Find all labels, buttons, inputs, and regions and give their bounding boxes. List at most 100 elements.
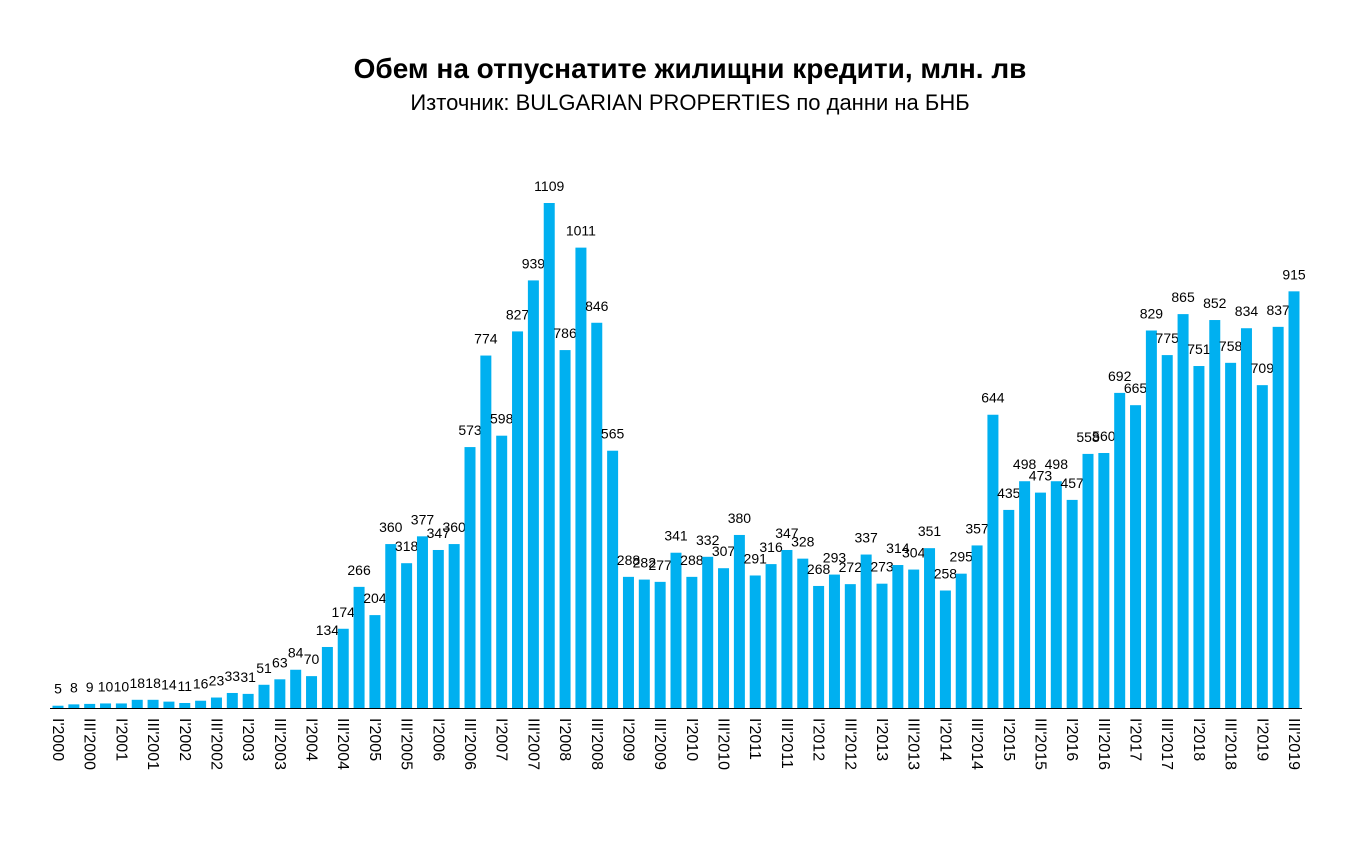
- bar: [1050, 481, 1062, 708]
- value-label: 293: [823, 550, 847, 566]
- value-label: 560: [1092, 428, 1116, 444]
- value-label: 23: [209, 673, 225, 689]
- bar: [1003, 509, 1015, 708]
- bar: [702, 556, 714, 708]
- value-label: 360: [379, 519, 403, 535]
- bar: [638, 579, 650, 708]
- x-tick-label: I'2004: [303, 718, 320, 761]
- bar: [448, 544, 460, 708]
- value-label: 846: [585, 298, 609, 314]
- value-label: 573: [458, 422, 482, 438]
- value-label: 786: [553, 325, 577, 341]
- value-label: 1109: [534, 178, 564, 194]
- value-label: 498: [1045, 456, 1069, 472]
- x-tick-label: III'2012: [841, 718, 858, 770]
- value-label: 318: [395, 538, 419, 554]
- value-label: 939: [522, 255, 546, 271]
- bar: [622, 576, 634, 708]
- value-label: 558: [1076, 429, 1100, 445]
- bar: [306, 676, 318, 708]
- value-label: 829: [1140, 306, 1164, 322]
- bar: [733, 534, 745, 708]
- x-tick-label: III'2014: [968, 718, 985, 770]
- bar: [337, 628, 349, 708]
- bar: [274, 679, 286, 708]
- value-label: 347: [427, 525, 451, 541]
- x-tick-label: III'2001: [144, 718, 161, 770]
- bar: [1272, 326, 1284, 708]
- bar: [591, 322, 603, 708]
- value-label: 10: [114, 678, 130, 694]
- value-label: 314: [886, 540, 910, 556]
- value-label: 295: [950, 549, 974, 565]
- value-label: 204: [363, 590, 387, 606]
- bar: [876, 583, 888, 708]
- bar: [971, 545, 983, 708]
- x-tick-label: I'2001: [112, 718, 129, 761]
- x-tick-label: III'2002: [207, 718, 224, 770]
- value-label: 337: [854, 530, 878, 546]
- bar: [1256, 385, 1268, 708]
- bar: [353, 586, 365, 708]
- x-tick-label: III'2013: [905, 718, 922, 770]
- value-label: 9: [86, 679, 94, 695]
- value-label: 692: [1108, 368, 1132, 384]
- value-label: 775: [1156, 330, 1180, 346]
- value-label: 644: [981, 390, 1005, 406]
- bar: [52, 705, 64, 708]
- value-label: 134: [316, 622, 340, 638]
- value-label: 258: [934, 566, 958, 582]
- bar: [131, 699, 143, 708]
- bar: [1130, 405, 1142, 708]
- bar: [147, 699, 159, 708]
- bar: [480, 355, 492, 708]
- x-tick-label: I'2010: [683, 718, 700, 761]
- value-label: 14: [161, 677, 177, 693]
- bar: [1225, 362, 1237, 708]
- value-label: 174: [332, 604, 356, 620]
- value-label: 268: [807, 561, 831, 577]
- bar: [813, 585, 825, 708]
- bar: [860, 554, 872, 708]
- value-label: 304: [902, 545, 926, 561]
- bar: [670, 552, 682, 708]
- value-label: 865: [1171, 289, 1195, 305]
- bar: [416, 536, 428, 708]
- value-label: 70: [304, 651, 320, 667]
- bar: [543, 203, 555, 708]
- value-label: 665: [1124, 380, 1148, 396]
- x-tick-label: I'2003: [239, 718, 256, 761]
- x-tick-label: I'2015: [1000, 718, 1017, 761]
- bar: [607, 450, 619, 708]
- value-label: 435: [997, 485, 1021, 501]
- bar: [781, 549, 793, 708]
- value-label: 473: [1029, 468, 1053, 484]
- value-label: 18: [129, 675, 145, 691]
- bar: [512, 331, 524, 708]
- x-tick-label: III'2019: [1285, 718, 1302, 770]
- bar: [987, 414, 999, 708]
- x-tick-label: I'2007: [493, 718, 510, 761]
- x-tick-label: I'2000: [49, 718, 66, 761]
- bar: [1209, 320, 1221, 708]
- bar: [1082, 453, 1094, 708]
- x-tick-label: I'2019: [1253, 718, 1270, 761]
- value-label: 347: [775, 525, 799, 541]
- bar: [321, 646, 333, 708]
- value-label: 8: [70, 679, 78, 695]
- bar: [385, 544, 397, 708]
- bar: [1019, 481, 1031, 708]
- bar: [828, 574, 840, 708]
- bar: [84, 703, 96, 708]
- value-label: 316: [759, 539, 783, 555]
- x-tick-label: I'2018: [1190, 718, 1207, 761]
- value-label: 834: [1235, 303, 1259, 319]
- value-label: 277: [648, 557, 672, 573]
- value-label: 63: [272, 654, 288, 670]
- bar: [242, 693, 254, 708]
- value-label: 498: [1013, 456, 1037, 472]
- value-label: 709: [1251, 360, 1275, 376]
- value-label: 291: [744, 550, 768, 566]
- bar: [797, 558, 809, 708]
